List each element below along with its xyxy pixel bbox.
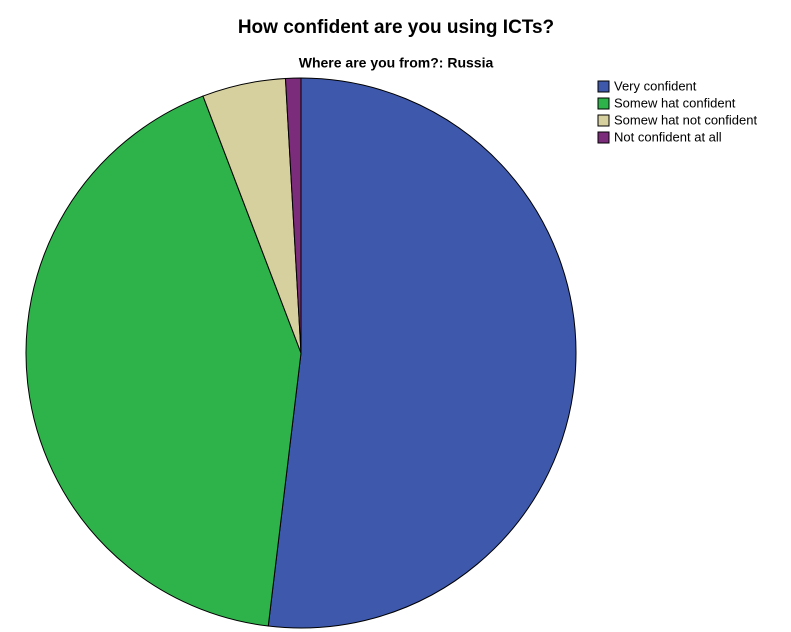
legend-swatch: [597, 80, 610, 93]
chart-title: How confident are you using ICTs?: [238, 17, 554, 38]
legend-label: Very confident: [614, 78, 697, 93]
legend-swatch: [597, 131, 610, 144]
legend-swatch: [597, 97, 610, 110]
pie-slice: [267, 77, 577, 629]
pie-slice: [25, 95, 302, 627]
pie-slice: [284, 77, 302, 354]
legend-label: Somew hat not confident: [614, 112, 757, 127]
legend-label: Not confident at all: [614, 129, 722, 144]
legend-swatch: [597, 114, 610, 127]
chart-subtitle: Where are you from?: Russia: [299, 55, 494, 71]
legend-label: Somew hat confident: [614, 95, 736, 110]
